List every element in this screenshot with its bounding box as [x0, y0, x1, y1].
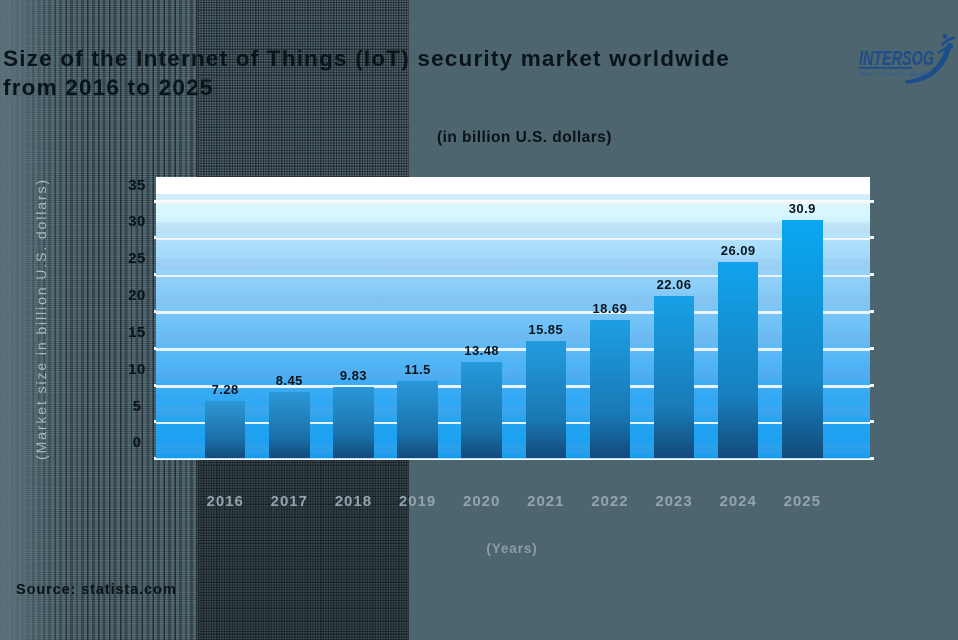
- svg-text:SMART TECHNOLOGY SOLUTIONS: SMART TECHNOLOGY SOLUTIONS: [859, 71, 935, 76]
- svg-text:INTERSOG: INTERSOG: [859, 48, 934, 70]
